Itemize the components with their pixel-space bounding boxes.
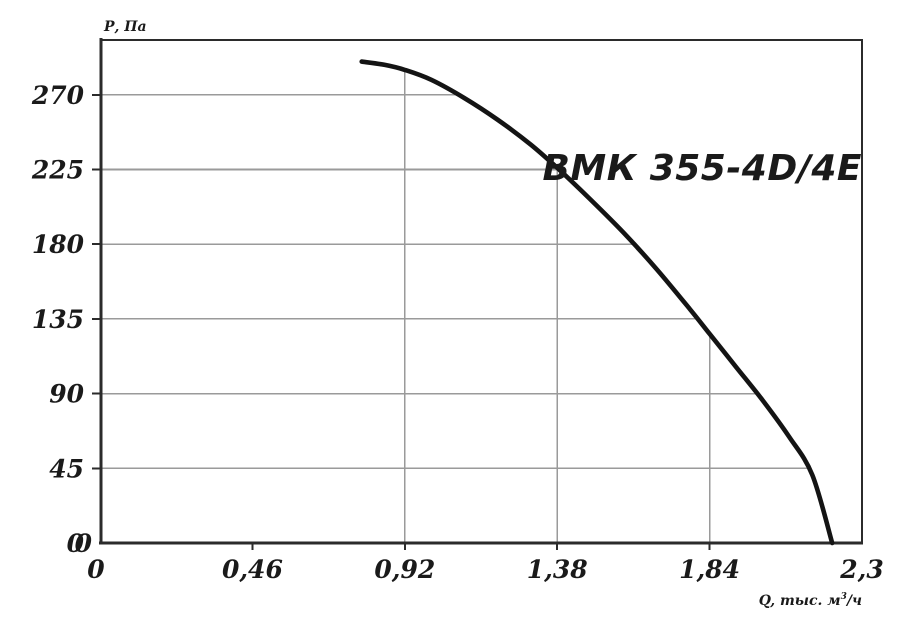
x-tick-label: 1,38 bbox=[527, 555, 588, 584]
x-tick-label: 1,84 bbox=[679, 555, 740, 584]
y-axis-title: Р, Па bbox=[103, 19, 147, 35]
y-axis-origin-label: 0 bbox=[75, 529, 93, 558]
x-axis-title: Q, тыс. м3/ч bbox=[759, 592, 862, 609]
x-tick-label: 0,92 bbox=[374, 555, 435, 584]
y-tick-label: 135 bbox=[32, 305, 84, 334]
y-tick-label: 225 bbox=[31, 155, 84, 184]
y-axis-tick-labels: 0 45 90 135 180 225 270 bbox=[31, 81, 85, 558]
x-axis-tick-labels: 0 0,46 0,92 1,38 1,84 2,3 bbox=[87, 555, 883, 584]
y-tick-label: 90 bbox=[49, 380, 84, 409]
x-tick-label: 2,3 bbox=[839, 555, 884, 584]
x-tick-label: 0 bbox=[87, 555, 105, 584]
y-axis-ticks bbox=[92, 93, 100, 470]
x-axis-ticks bbox=[251, 543, 711, 550]
y-tick-label: 180 bbox=[32, 230, 85, 259]
series-title-annotation: ВМК 355-4D/4E bbox=[542, 148, 862, 189]
performance-curve bbox=[359, 59, 835, 546]
y-tick-label: 45 bbox=[49, 454, 84, 483]
y-tick-label: 0 bbox=[67, 529, 85, 558]
plot-frame bbox=[100, 38, 864, 543]
x-tick-label: 0,46 bbox=[222, 555, 283, 584]
y-tick-label: 270 bbox=[31, 81, 85, 110]
gridlines bbox=[100, 69, 809, 543]
